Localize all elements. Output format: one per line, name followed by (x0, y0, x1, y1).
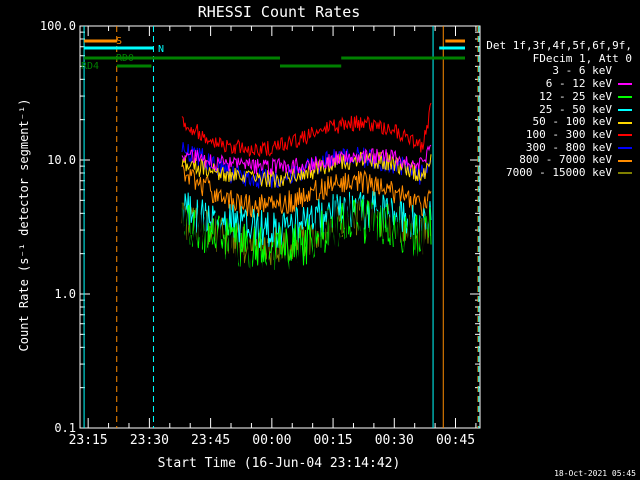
legend-swatch (618, 83, 632, 86)
timestamp-footer: 18-Oct-2021 05:45 (554, 469, 636, 478)
y-tick-label: 0.1 (54, 421, 76, 435)
legend-label: 6 - 12 keV (545, 77, 612, 91)
legend-swatch (618, 108, 632, 111)
legend-item: 25 - 50 keV (486, 102, 632, 117)
legend-swatch (618, 121, 632, 124)
legend-swatch (618, 134, 632, 137)
legend-item: 7000 - 15000 keV (486, 166, 632, 180)
legend-label: 7000 - 15000 keV (506, 166, 612, 180)
status-bar-label: S (116, 36, 122, 47)
chart-title: RHESSI Count Rates (198, 3, 361, 21)
legend-swatch (618, 159, 632, 162)
y-axis-label: Count Rate (s⁻¹ detector segment⁻¹) (17, 99, 31, 352)
x-tick-label: 23:45 (191, 433, 230, 448)
x-tick-label: 00:30 (375, 433, 414, 448)
x-tick-label: 00:00 (252, 433, 291, 448)
x-axis-label: Start Time (16-Jun-04 23:14:42) (158, 456, 401, 471)
legend-item: 12 - 25 keV (486, 89, 632, 104)
legend-swatch (618, 70, 632, 74)
legend-label: 12 - 25 keV (539, 89, 612, 103)
legend-item: 300 - 800 keV (486, 140, 632, 155)
y-tick-label: 10.0 (47, 153, 76, 167)
legend-item: 6 - 12 keV (486, 77, 632, 91)
legend-item: 3 - 6 keV (486, 65, 632, 78)
legend-swatch (618, 96, 632, 99)
legend-label: 25 - 50 keV (539, 102, 612, 116)
legend-label: 3 - 6 keV (552, 64, 612, 78)
x-tick-label: 00:15 (313, 433, 352, 448)
legend-header-1: Det 1f,3f,4f,5f,6f,9f, (486, 39, 632, 52)
status-bar-label: N (158, 44, 164, 55)
status-bar-label: RD4 (81, 61, 99, 72)
series-line-5 (181, 102, 432, 158)
legend-item: 100 - 300 keV (486, 127, 632, 142)
series-line-6 (181, 142, 432, 189)
series-line-1 (181, 144, 432, 175)
x-tick-label: 00:45 (436, 433, 475, 448)
series-line-7 (181, 164, 432, 218)
series-line-0 (181, 188, 432, 313)
x-tick-label: 23:30 (130, 433, 169, 448)
legend: Det 1f,3f,4f,5f,6f,9f, FDecim 1, Att 0 3… (486, 39, 632, 180)
y-tick-label: 100.0 (40, 19, 76, 33)
legend-label: 800 - 7000 keV (519, 153, 612, 167)
y-tick-label: 1.0 (54, 287, 76, 301)
legend-swatch (618, 172, 632, 175)
legend-item: 800 - 7000 keV (486, 154, 632, 167)
legend-swatch (618, 146, 632, 149)
status-bar-label: RD0 (116, 53, 134, 64)
legend-label: 100 - 300 keV (525, 127, 612, 141)
legend-item: 50 - 100 keV (486, 116, 632, 129)
legend-header-2: FDecim 1, Att 0 (532, 51, 632, 65)
legend-label: 50 - 100 keV (532, 115, 612, 129)
series-line-4 (181, 151, 432, 188)
plot-frame (79, 25, 481, 429)
x-tick-label: 23:15 (69, 433, 108, 448)
legend-label: 300 - 800 keV (525, 140, 612, 154)
